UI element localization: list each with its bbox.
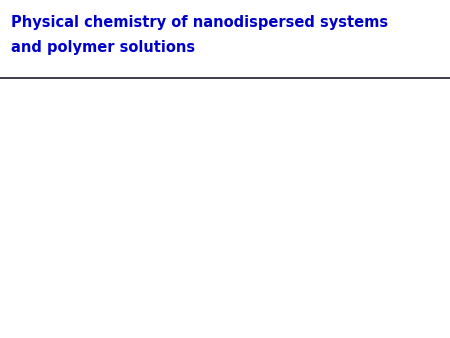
Text: Physical chemistry of nanodispersed systems: Physical chemistry of nanodispersed syst…	[11, 15, 388, 30]
Text: and polymer solutions: and polymer solutions	[11, 40, 195, 55]
